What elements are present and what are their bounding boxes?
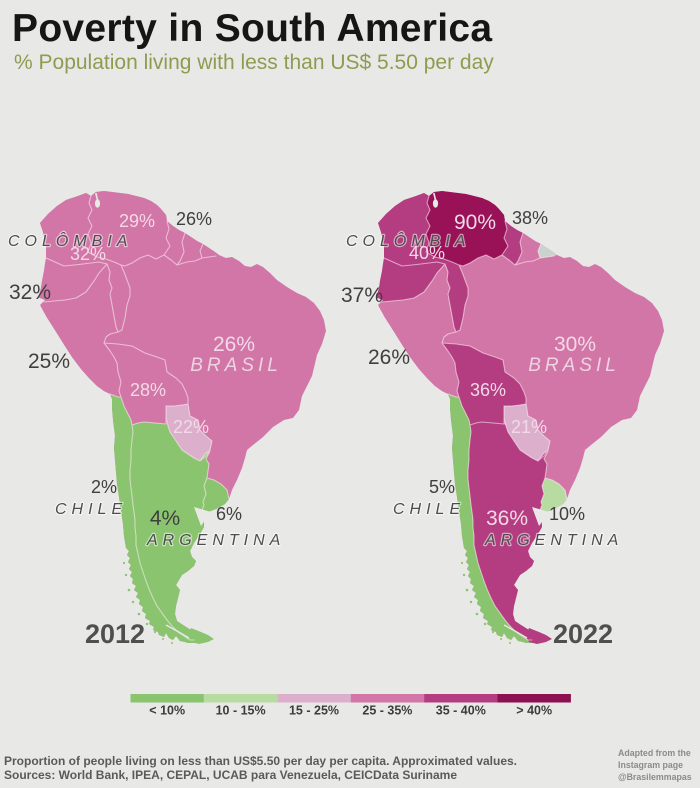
svg-text:CHILE: CHILE [393, 501, 465, 518]
svg-text:< 10%: < 10% [149, 704, 185, 718]
svg-text:ARGENTINA: ARGENTINA [146, 532, 285, 549]
svg-text:32%: 32% [70, 244, 106, 264]
svg-text:38%: 38% [512, 208, 548, 228]
svg-text:ARGENTINA: ARGENTINA [484, 532, 623, 549]
svg-text:6%: 6% [216, 504, 242, 524]
svg-text:2022: 2022 [553, 619, 613, 649]
svg-text:> 40%: > 40% [516, 704, 552, 718]
svg-text:15 - 25%: 15 - 25% [289, 704, 339, 718]
svg-text:10%: 10% [549, 504, 585, 524]
svg-text:26%: 26% [213, 333, 255, 356]
svg-text:28%: 28% [130, 380, 166, 400]
svg-text:2%: 2% [91, 477, 117, 497]
svg-text:22%: 22% [173, 417, 209, 437]
svg-text:BRASIL: BRASIL [528, 355, 620, 376]
svg-text:COLÔMBIA: COLÔMBIA [8, 231, 132, 250]
svg-text:37%: 37% [341, 284, 383, 307]
svg-text:35 - 40%: 35 - 40% [436, 704, 486, 718]
svg-text:29%: 29% [119, 211, 155, 231]
svg-text:26%: 26% [368, 346, 410, 369]
svg-text:25 - 35%: 25 - 35% [362, 704, 412, 718]
svg-text:4%: 4% [150, 507, 180, 530]
svg-text:30%: 30% [554, 333, 596, 356]
svg-text:CHILE: CHILE [55, 501, 127, 518]
svg-text:21%: 21% [511, 417, 547, 437]
svg-text:40%: 40% [409, 243, 445, 263]
svg-text:BRASIL: BRASIL [190, 355, 282, 376]
svg-text:32%: 32% [9, 281, 51, 304]
svg-text:5%: 5% [429, 477, 455, 497]
svg-text:36%: 36% [470, 380, 506, 400]
svg-text:COLÔMBIA: COLÔMBIA [346, 231, 470, 250]
svg-text:25%: 25% [28, 350, 70, 373]
svg-text:2012: 2012 [85, 619, 145, 649]
svg-text:10 - 15%: 10 - 15% [216, 704, 266, 718]
svg-text:26%: 26% [176, 209, 212, 229]
svg-text:90%: 90% [454, 211, 496, 234]
svg-text:36%: 36% [486, 507, 528, 530]
